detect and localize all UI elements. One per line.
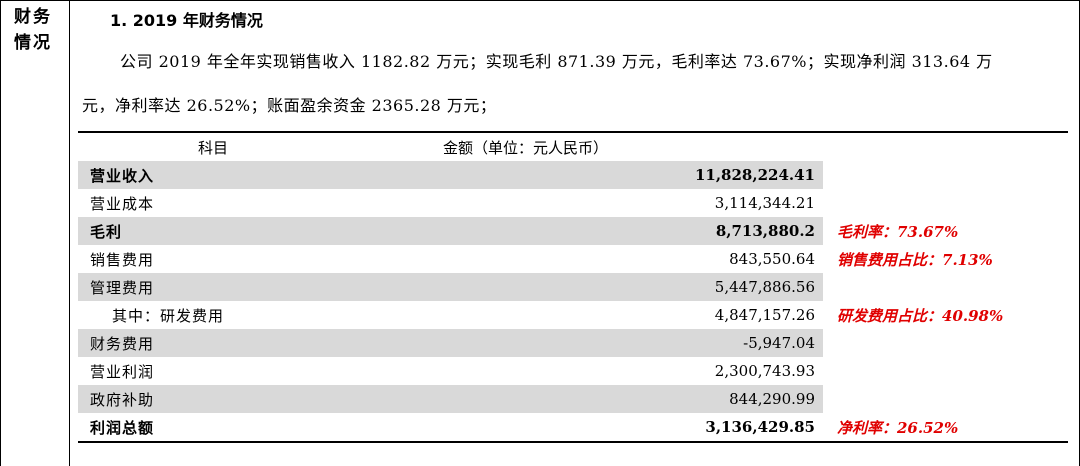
header-note — [823, 131, 1068, 161]
column-divider — [69, 0, 70, 466]
row-note — [823, 273, 1068, 301]
row-item: 财务费用 — [78, 329, 338, 357]
side-label-line1: 财务 — [14, 7, 52, 27]
row-amount: 2,300,743.93 — [714, 362, 815, 380]
row-item: 管理费用 — [78, 273, 338, 301]
left-border — [0, 0, 1, 466]
row-amount: 8,713,880.2 — [338, 217, 823, 245]
table-row: 营业收入 11,828,224.41 — [78, 161, 1068, 189]
row-item: 销售费用 — [90, 250, 155, 269]
row-amount: 3,114,344.21 — [714, 194, 815, 212]
row-note: 毛利率：73.67% — [837, 222, 959, 241]
row-item: 营业利润 — [90, 362, 155, 381]
row-item: 政府补助 — [78, 385, 338, 413]
row-item: 毛利 — [78, 217, 338, 245]
row-item: 利润总额 — [78, 413, 338, 443]
side-label: 财务 情况 — [14, 4, 64, 56]
top-border — [0, 0, 1080, 1]
row-note — [823, 329, 1068, 357]
summary-paragraph-line2: 元，净利率达 26.52%；账面盈余资金 2365.28 万元； — [82, 96, 497, 115]
side-label-line2: 情况 — [14, 33, 52, 53]
financial-table: 科目 金额（单位：元人民币） 营业收入 11,828,224.41 营业成本 3… — [78, 131, 1068, 443]
header-item: 科目 — [78, 131, 338, 161]
table-row: 营业成本 3,114,344.21 — [78, 189, 1068, 217]
table-row: 销售费用 843,550.64 销售费用占比：7.13% — [78, 245, 1068, 273]
row-amount: 843,550.64 — [729, 250, 815, 268]
table-row: 营业利润 2,300,743.93 — [78, 357, 1068, 385]
row-amount: 11,828,224.41 — [338, 161, 823, 189]
row-note: 研发费用占比：40.98% — [837, 306, 1004, 325]
row-note — [823, 161, 1068, 189]
table-row: 利润总额 3,136,429.85 净利率：26.52% — [78, 413, 1068, 443]
table-row: 其中：研发费用 4,847,157.26 研发费用占比：40.98% — [78, 301, 1068, 329]
row-note — [823, 385, 1068, 413]
row-item: 营业收入 — [78, 161, 338, 189]
table-row: 毛利 8,713,880.2 毛利率：73.67% — [78, 217, 1068, 245]
header-amount: 金额（单位：元人民币） — [338, 131, 823, 161]
table-row: 政府补助 844,290.99 — [78, 385, 1068, 413]
table-row: 财务费用 -5,947.04 — [78, 329, 1068, 357]
row-amount: 844,290.99 — [338, 385, 823, 413]
row-note: 销售费用占比：7.13% — [837, 250, 993, 269]
table-header-row: 科目 金额（单位：元人民币） — [78, 131, 1068, 161]
summary-paragraph-line1: 公司 2019 年全年实现销售收入 1182.82 万元；实现毛利 871.39… — [120, 52, 993, 71]
row-amount: -5,947.04 — [338, 329, 823, 357]
section-heading: 1. 2019 年财务情况 — [110, 11, 263, 30]
row-amount: 3,136,429.85 — [338, 413, 823, 443]
row-amount: 4,847,157.26 — [714, 306, 815, 324]
row-note: 净利率：26.52% — [823, 413, 1068, 443]
row-item: 营业成本 — [90, 194, 155, 213]
row-amount: 5,447,886.56 — [338, 273, 823, 301]
row-item: 其中：研发费用 — [112, 306, 225, 325]
row-note — [823, 189, 1068, 217]
row-note — [823, 357, 1068, 385]
table-row: 管理费用 5,447,886.56 — [78, 273, 1068, 301]
